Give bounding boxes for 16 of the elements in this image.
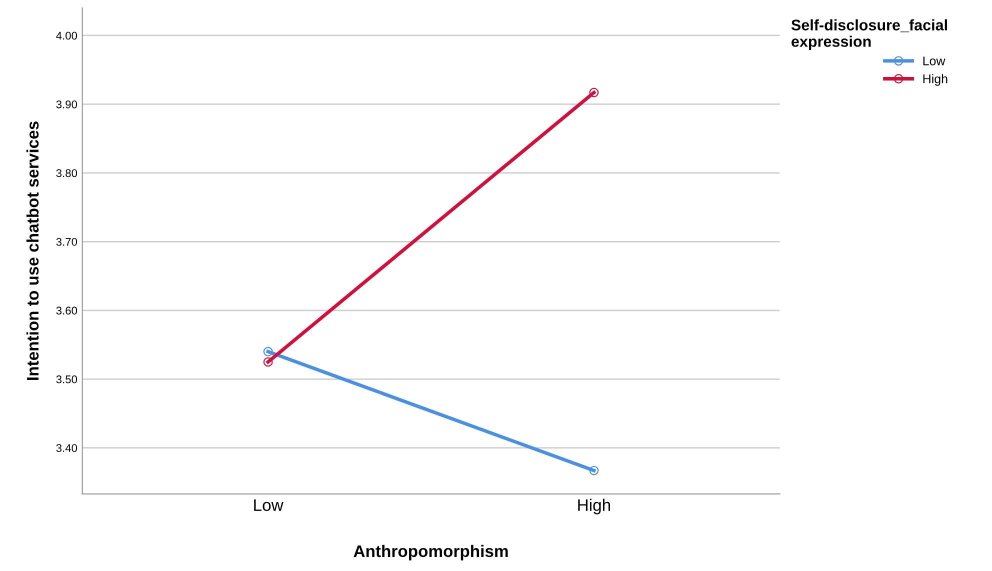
point <box>589 466 599 476</box>
y-tick-label: 4.00 <box>56 32 78 40</box>
legend-label: Low <box>923 56 946 66</box>
legend-title: Self-disclosure_facial expression <box>791 19 947 50</box>
point <box>589 88 599 98</box>
y-tick-label: 3.60 <box>56 306 78 315</box>
y-axis-title: Intention to use chatbot services <box>26 122 39 380</box>
y-tick-label: 3.50 <box>56 375 78 384</box>
x-axis-title: Anthropomorphism <box>354 544 508 560</box>
y-tick-label: 3.80 <box>56 169 78 178</box>
point <box>263 357 273 367</box>
y-tick-label: 3.70 <box>56 238 78 246</box>
y-tick-label: 3.40 <box>56 444 78 452</box>
legend-label: High <box>923 74 948 86</box>
point <box>263 346 273 356</box>
y-tick-label: 3.90 <box>56 100 78 108</box>
